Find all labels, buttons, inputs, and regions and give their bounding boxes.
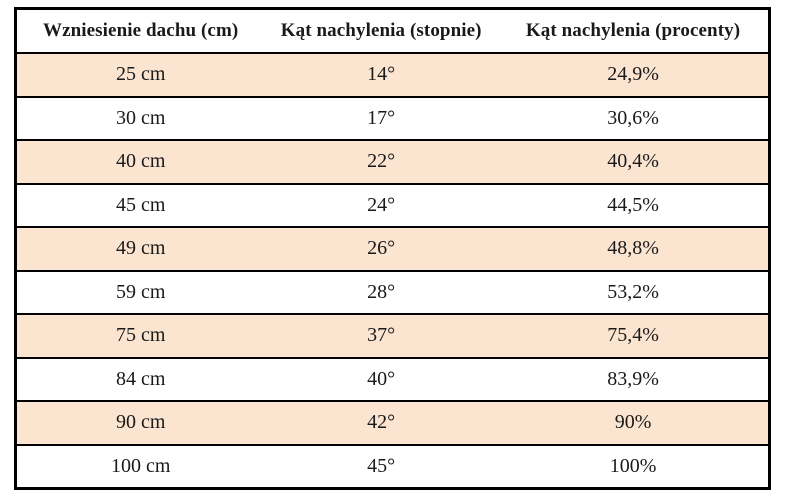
- cell-height-cm: 90 cm: [15, 401, 265, 445]
- cell-angle-deg: 42°: [264, 401, 499, 445]
- cell-angle-deg: 45°: [264, 444, 499, 489]
- cell-angle-pct: 30,6%: [498, 96, 770, 140]
- cell-height-cm: 40 cm: [15, 140, 265, 184]
- cell-height-cm: 75 cm: [15, 314, 265, 358]
- cell-angle-pct: 90%: [498, 401, 770, 445]
- table-row: 59 cm 28° 53,2%: [15, 270, 770, 314]
- cell-angle-pct: 48,8%: [498, 227, 770, 271]
- table-row: 90 cm 42° 90%: [15, 401, 770, 445]
- cell-angle-pct: 40,4%: [498, 140, 770, 184]
- cell-angle-deg: 14°: [264, 53, 499, 97]
- cell-angle-deg: 37°: [264, 314, 499, 358]
- cell-height-cm: 59 cm: [15, 270, 265, 314]
- table-header: Wzniesienie dachu (cm) Kąt nachylenia (s…: [15, 8, 770, 54]
- roof-pitch-table: Wzniesienie dachu (cm) Kąt nachylenia (s…: [14, 7, 771, 490]
- cell-height-cm: 45 cm: [15, 183, 265, 227]
- cell-angle-pct: 75,4%: [498, 314, 770, 358]
- column-header-angle-degrees: Kąt nachylenia (stopnie): [264, 8, 499, 54]
- cell-angle-deg: 22°: [264, 140, 499, 184]
- cell-angle-pct: 24,9%: [498, 53, 770, 97]
- cell-angle-pct: 53,2%: [498, 270, 770, 314]
- cell-angle-pct: 83,9%: [498, 357, 770, 401]
- table-row: 25 cm 14° 24,9%: [15, 53, 770, 97]
- cell-height-cm: 100 cm: [15, 444, 265, 489]
- column-header-height-cm: Wzniesienie dachu (cm): [15, 8, 265, 54]
- cell-angle-deg: 24°: [264, 183, 499, 227]
- table-row: 49 cm 26° 48,8%: [15, 227, 770, 271]
- cell-angle-deg: 40°: [264, 357, 499, 401]
- table-row: 75 cm 37° 75,4%: [15, 314, 770, 358]
- table-header-row: Wzniesienie dachu (cm) Kąt nachylenia (s…: [15, 8, 770, 54]
- cell-height-cm: 84 cm: [15, 357, 265, 401]
- cell-height-cm: 25 cm: [15, 53, 265, 97]
- cell-angle-pct: 44,5%: [498, 183, 770, 227]
- cell-height-cm: 49 cm: [15, 227, 265, 271]
- cell-angle-deg: 26°: [264, 227, 499, 271]
- table-row: 84 cm 40° 83,9%: [15, 357, 770, 401]
- cell-angle-deg: 17°: [264, 96, 499, 140]
- cell-angle-pct: 100%: [498, 444, 770, 489]
- table-row: 30 cm 17° 30,6%: [15, 96, 770, 140]
- table-row: 45 cm 24° 44,5%: [15, 183, 770, 227]
- cell-angle-deg: 28°: [264, 270, 499, 314]
- column-header-angle-percent: Kąt nachylenia (procenty): [498, 8, 770, 54]
- table-row: 40 cm 22° 40,4%: [15, 140, 770, 184]
- table-body: 25 cm 14° 24,9% 30 cm 17° 30,6% 40 cm 22° 40,4% 4…: [15, 53, 770, 489]
- cell-height-cm: 30 cm: [15, 96, 265, 140]
- table-row: 100 cm 45° 100%: [15, 444, 770, 489]
